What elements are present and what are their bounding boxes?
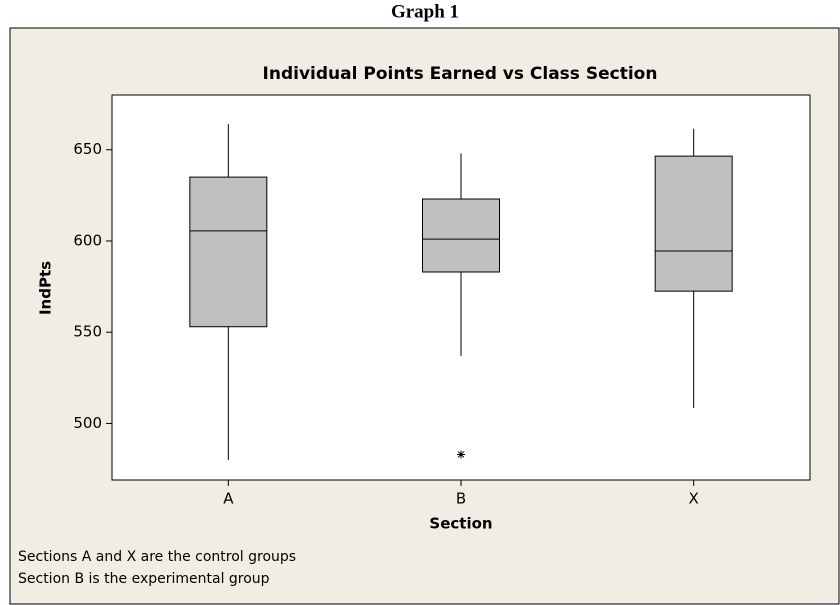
box bbox=[422, 198, 500, 273]
y-tick-label: 500 bbox=[73, 414, 102, 432]
x-tick-label: X bbox=[689, 490, 699, 508]
y-axis-label: IndPts bbox=[37, 261, 55, 315]
y-tick-label: 650 bbox=[73, 140, 102, 158]
box bbox=[654, 155, 733, 292]
chart-title: Individual Points Earned vs Class Sectio… bbox=[263, 64, 658, 84]
y-tick-label: 600 bbox=[73, 231, 102, 249]
heading: Graph 1 bbox=[391, 1, 459, 22]
outlier bbox=[457, 450, 465, 459]
box bbox=[189, 176, 268, 328]
annotation: Section B is the experimental group bbox=[18, 571, 270, 587]
x-axis-label: Section bbox=[429, 515, 492, 533]
x-tick-label: A bbox=[223, 490, 234, 508]
y-tick-label: 550 bbox=[73, 323, 102, 341]
x-tick-label: B bbox=[456, 490, 466, 508]
annotation: Sections A and X are the control groups bbox=[18, 549, 296, 565]
